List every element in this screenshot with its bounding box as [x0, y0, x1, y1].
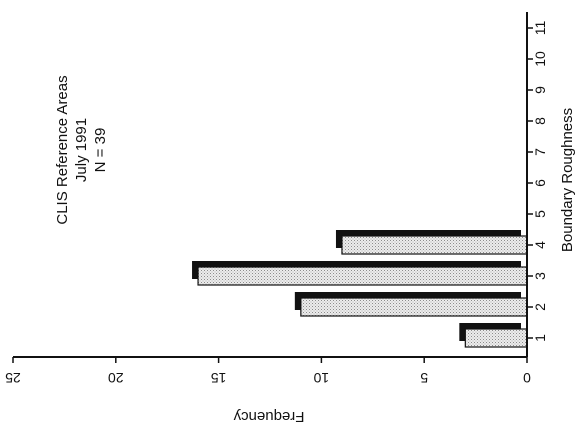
chart-annotation: CLIS Reference Areas July 1991 N = 39 — [54, 75, 109, 224]
frequency-tick-label-10: 10 — [313, 370, 329, 386]
annotation-line-2: July 1991 — [73, 118, 90, 182]
bar-1 — [464, 328, 528, 348]
category-tick-label-10: 10 — [532, 51, 548, 67]
bars-group — [192, 230, 528, 348]
frequency-tick-label-25: 25 — [5, 370, 21, 386]
category-tick-label-11: 11 — [532, 21, 548, 36]
frequency-tick-label-15: 15 — [211, 370, 227, 386]
category-tick-label-7: 7 — [532, 148, 548, 156]
boundary-roughness-axis-title: Boundary Roughness — [559, 108, 576, 252]
bar-4 — [341, 235, 528, 255]
category-tick-label-4: 4 — [532, 241, 548, 249]
category-tick-label-3: 3 — [532, 272, 548, 280]
category-tick-label-8: 8 — [532, 117, 548, 125]
category-tick-label-9: 9 — [532, 86, 548, 94]
annotation-line-3: N = 39 — [92, 128, 109, 173]
frequency-axis-title: Frequency — [233, 408, 304, 425]
bar-3 — [197, 266, 528, 286]
frequency-ticks: 0 5 10 15 20 25 — [5, 357, 531, 386]
frequency-tick-label-0: 0 — [523, 370, 531, 386]
category-tick-label-1: 1 — [532, 334, 548, 342]
category-ticks: 1 2 3 4 5 6 7 8 9 10 11 — [527, 21, 548, 342]
category-tick-label-2: 2 — [532, 303, 548, 311]
category-tick-label-5: 5 — [532, 210, 548, 218]
bar-2 — [300, 297, 528, 317]
frequency-tick-label-20: 20 — [108, 370, 124, 386]
frequency-tick-label-5: 5 — [420, 370, 428, 386]
category-tick-label-6: 6 — [532, 179, 548, 187]
annotation-line-1: CLIS Reference Areas — [54, 75, 71, 224]
